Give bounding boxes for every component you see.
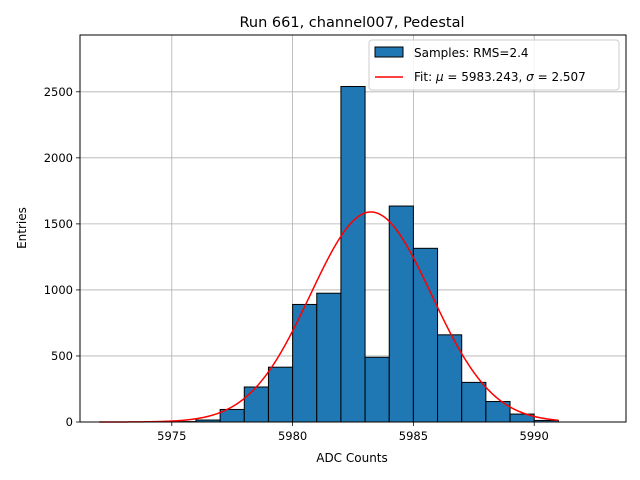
x-tick-label: 5975 bbox=[157, 429, 186, 443]
plot-frame bbox=[79, 34, 627, 423]
fit-curve-group bbox=[99, 211, 559, 423]
histogram-bar bbox=[292, 303, 318, 423]
histogram-bar bbox=[316, 292, 342, 423]
x-axis-label: ADC Counts bbox=[316, 451, 388, 465]
x-tick-label: 5985 bbox=[399, 429, 428, 443]
y-tick-label: 1000 bbox=[44, 283, 73, 297]
fit-curve bbox=[99, 211, 559, 423]
x-tick-label: 5980 bbox=[278, 429, 307, 443]
histogram-bar bbox=[461, 381, 487, 423]
histogram-bar bbox=[243, 386, 269, 423]
x-axis-ticks: 5975 5980 5985 5990 bbox=[157, 422, 549, 443]
legend-box bbox=[368, 39, 620, 91]
histogram-bar bbox=[364, 356, 390, 423]
x-tick-label: 5990 bbox=[520, 429, 549, 443]
legend-label-samples: Samples: RMS=2.4 bbox=[414, 46, 529, 60]
chart-title: Run 661, channel007, Pedestal bbox=[239, 15, 464, 31]
histogram-bar bbox=[267, 366, 294, 423]
legend: Samples: RMS=2.4 Fit: μ = 5983.243, σ = … bbox=[368, 39, 620, 91]
histogram-bar bbox=[412, 247, 439, 423]
y-axis-ticks: 0 500 1000 1500 2000 2500 bbox=[44, 85, 80, 429]
histogram-bar bbox=[437, 334, 463, 423]
y-tick-label: 2000 bbox=[44, 151, 73, 165]
y-tick-label: 500 bbox=[51, 349, 73, 363]
histogram-bars bbox=[171, 86, 559, 423]
legend-swatch-samples bbox=[374, 46, 404, 58]
legend-label-fit: Fit: μ = 5983.243, σ = 2.507 bbox=[414, 70, 586, 84]
y-tick-label: 2500 bbox=[44, 85, 73, 99]
histogram-bar bbox=[388, 205, 414, 423]
y-tick-label: 1500 bbox=[44, 217, 73, 231]
y-tick-label: 0 bbox=[66, 415, 73, 429]
y-axis-label: Entries bbox=[15, 207, 29, 249]
histogram-bar bbox=[340, 86, 366, 423]
